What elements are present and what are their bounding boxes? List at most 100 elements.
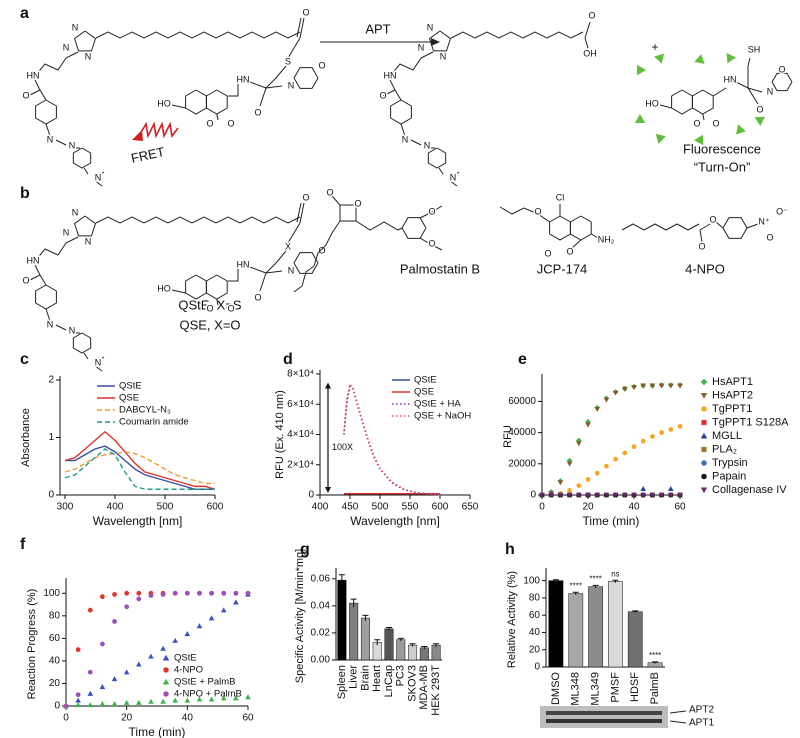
y-tick-label: 40 (49, 656, 61, 667)
significance: **** (649, 651, 661, 660)
glow-triangle (694, 54, 705, 64)
marker (631, 444, 637, 450)
legend-label: Papain (712, 470, 746, 482)
y-tick-label: 2×10⁴ (287, 459, 314, 470)
gel-label: APT1 (689, 718, 714, 729)
bond (27, 79, 41, 97)
marker (75, 692, 81, 698)
y-tick-label: 60 (529, 610, 541, 621)
marker (567, 487, 572, 493)
atom-label: O (778, 64, 785, 74)
marker (640, 383, 646, 389)
bond (293, 67, 319, 89)
marker (196, 623, 203, 629)
turn-on-label: “Turn-On” (694, 159, 751, 174)
bond (72, 332, 92, 354)
glow-triangle (754, 116, 765, 126)
marker (245, 694, 251, 700)
marker (172, 697, 178, 703)
bond (293, 220, 341, 293)
atom-label: HO (157, 283, 171, 293)
bond (296, 202, 302, 223)
atom-label: O (318, 60, 325, 70)
x-tick-label: 400 (107, 502, 124, 513)
marker (677, 383, 683, 389)
x-tick-label: DMSO (550, 672, 562, 705)
panel-label: b (20, 185, 30, 202)
atom-label: O (693, 118, 700, 128)
bar (337, 579, 347, 661)
marker (594, 470, 600, 476)
legend-marker (701, 446, 707, 453)
marker (677, 423, 683, 429)
marker (148, 653, 154, 659)
legend-marker (163, 691, 169, 697)
y-axis-label: Absorbance (20, 408, 32, 467)
legend-label: MGLL (712, 430, 742, 442)
y-tick-label: 4×10⁴ (287, 429, 314, 440)
y-tick-label: 0 (48, 490, 54, 501)
marker (649, 492, 656, 498)
line (343, 382, 441, 496)
fluorescence-label: Fluorescence (683, 141, 761, 156)
error-bar (362, 614, 369, 621)
x-axis-label: Wavelength [nm] (93, 514, 183, 528)
marker (112, 592, 117, 597)
marker (668, 492, 674, 498)
significance: **** (570, 581, 582, 590)
x-tick-label: MDA-MB (418, 665, 430, 710)
x-axis-label: Time (min) (129, 725, 186, 738)
y-axis-label: RFU (Ex. 410 nm) (274, 390, 286, 479)
bond (712, 87, 727, 97)
legend-label: QSE (414, 387, 434, 398)
atom-label: N (63, 227, 70, 237)
atom-label: O (428, 238, 435, 248)
bond (265, 85, 283, 89)
bond (400, 123, 406, 137)
bond (699, 229, 703, 243)
bond (419, 205, 443, 219)
marker (603, 492, 610, 498)
marker (585, 477, 591, 482)
atom-label: HN (237, 74, 250, 84)
panel-label: c (20, 351, 29, 368)
y-axis-label: Reaction Progress (%) (26, 589, 38, 700)
atom-label: N (69, 325, 76, 335)
error-bar (652, 661, 659, 664)
bond (93, 171, 105, 179)
bond (722, 217, 748, 239)
atom-label: HN (27, 255, 40, 265)
bond (72, 147, 92, 169)
atom-label: O (22, 90, 29, 100)
marker (557, 492, 564, 498)
legend-label: QStE + HA (414, 399, 461, 410)
band-pointer (669, 710, 687, 714)
y-tick-label: 40000 (508, 427, 536, 438)
bond (699, 223, 711, 231)
x-tick-label: PMSF (609, 672, 621, 703)
marker (640, 492, 646, 498)
legend-label: QStE + PalmB (174, 677, 236, 688)
marker (111, 676, 118, 682)
marker (585, 492, 591, 498)
legend-marker (162, 678, 170, 685)
error-bar (409, 643, 416, 647)
y-tick-label: 0 (530, 490, 536, 501)
bond (45, 123, 51, 137)
marker (640, 485, 646, 491)
line (65, 445, 215, 490)
legend-marker (700, 392, 708, 399)
atom-label: O (712, 118, 719, 128)
marker (160, 698, 166, 704)
panel-label: d (283, 351, 293, 368)
panel-label: f (20, 536, 26, 553)
marker (233, 695, 239, 701)
marker (87, 669, 93, 675)
marker (233, 599, 239, 605)
bond (171, 104, 186, 109)
line (64, 430, 216, 490)
x-tick-label: 40 (182, 713, 194, 724)
compound-label: 4-NPO (685, 261, 725, 276)
bond (185, 274, 207, 300)
legend-label: Collagenase IV (712, 484, 787, 496)
